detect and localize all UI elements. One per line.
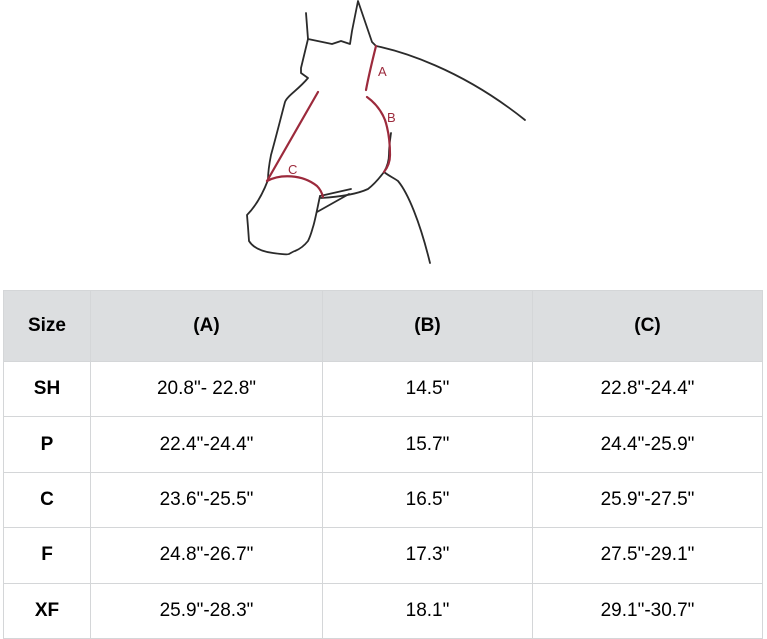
svg-text:C: C [288,162,297,177]
svg-text:A: A [378,64,387,79]
svg-text:B: B [387,110,396,125]
